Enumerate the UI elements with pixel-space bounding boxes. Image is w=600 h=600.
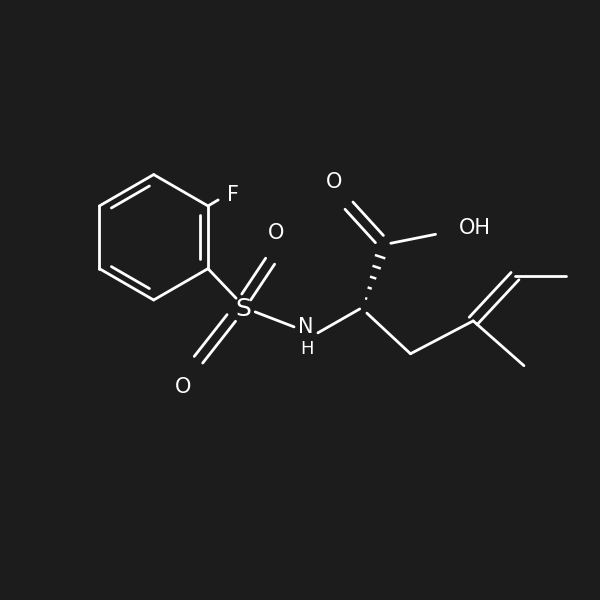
Text: S: S [235, 297, 251, 321]
Text: F: F [227, 185, 239, 205]
Text: OH: OH [459, 218, 491, 238]
Text: H: H [301, 340, 314, 358]
Text: O: O [326, 172, 342, 192]
Text: O: O [268, 223, 284, 242]
Text: O: O [175, 377, 192, 397]
Text: N: N [298, 317, 314, 337]
